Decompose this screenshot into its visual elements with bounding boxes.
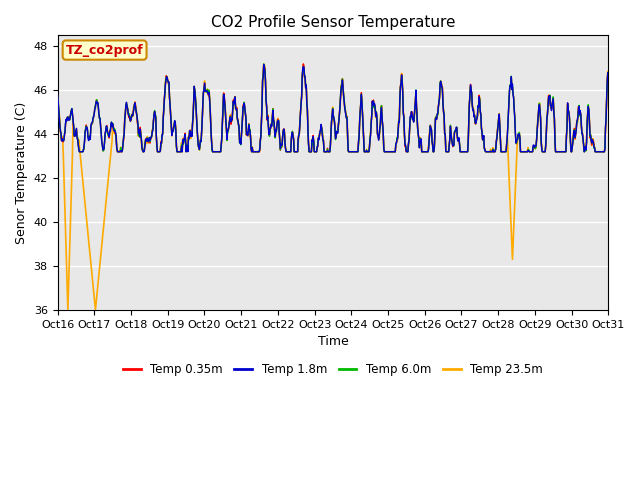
Text: TZ_co2prof: TZ_co2prof xyxy=(66,44,143,57)
X-axis label: Time: Time xyxy=(317,335,348,348)
Title: CO2 Profile Sensor Temperature: CO2 Profile Sensor Temperature xyxy=(211,15,455,30)
Legend: Temp 0.35m, Temp 1.8m, Temp 6.0m, Temp 23.5m: Temp 0.35m, Temp 1.8m, Temp 6.0m, Temp 2… xyxy=(118,359,548,381)
Y-axis label: Senor Temperature (C): Senor Temperature (C) xyxy=(15,101,28,244)
